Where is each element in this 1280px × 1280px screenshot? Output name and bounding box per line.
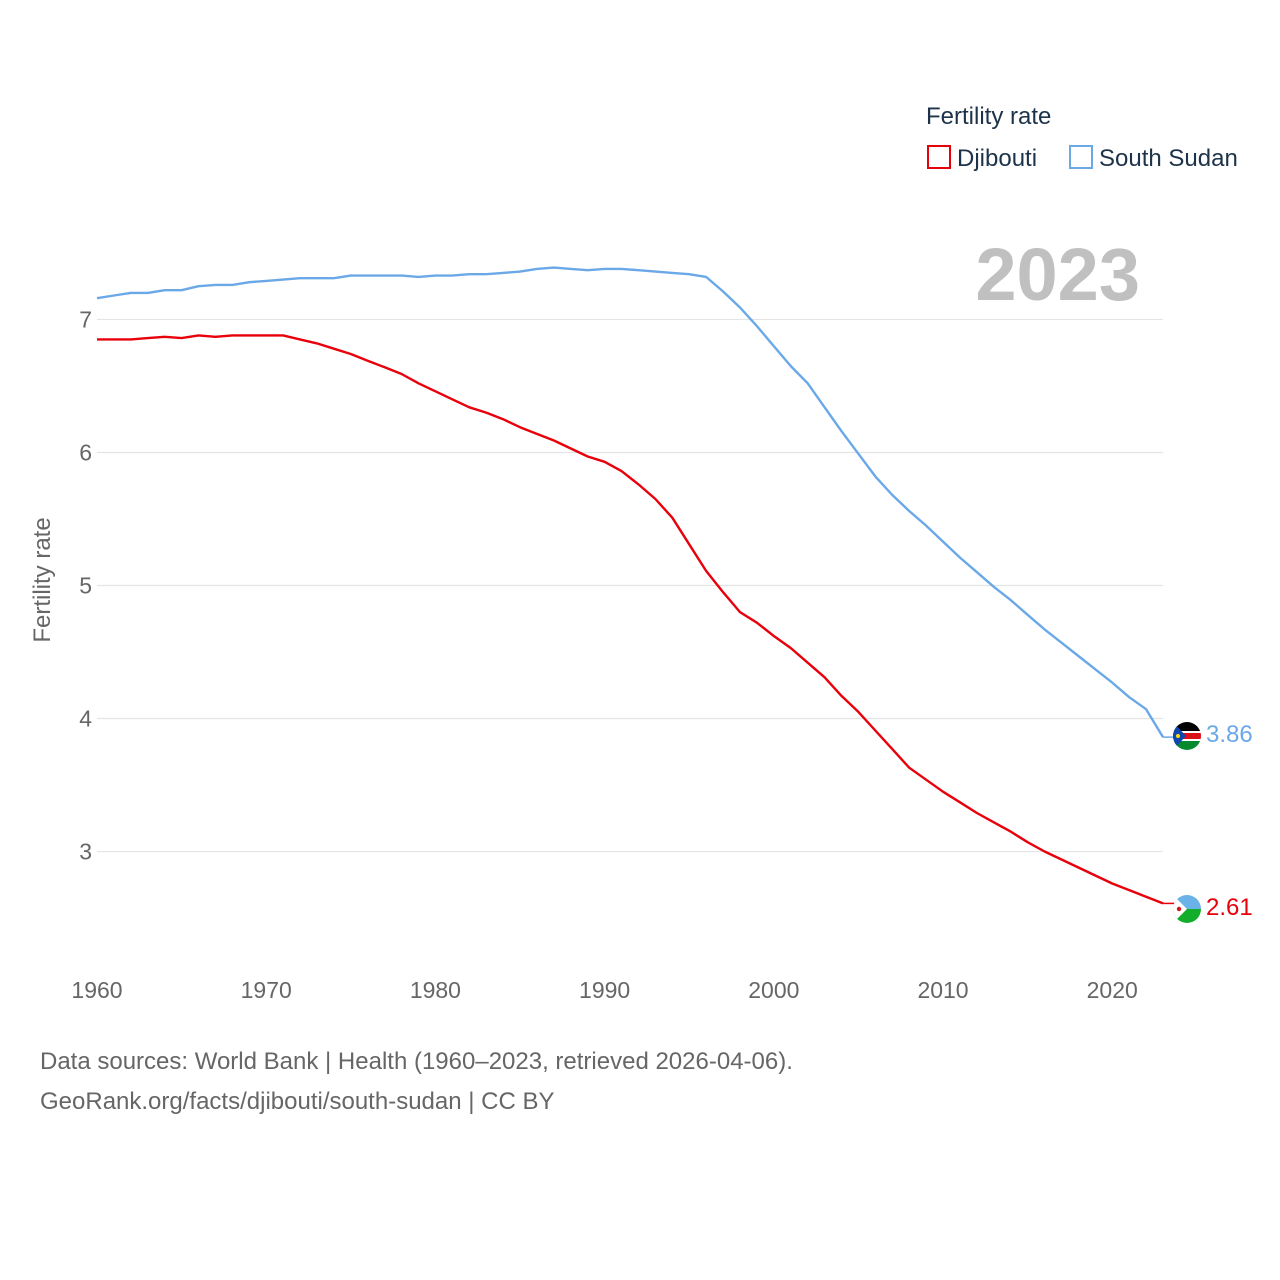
gridlines xyxy=(97,318,1163,853)
source-line-2: GeoRank.org/facts/djibouti/south-sudan |… xyxy=(40,1088,555,1115)
y-axis-title: Fertility rate xyxy=(29,517,56,642)
south-sudan-flag-icon xyxy=(1173,722,1201,750)
data-source-footer: Data sources: World Bank | Health (1960–… xyxy=(40,1042,793,1122)
y-tick-7: 7 xyxy=(79,306,92,332)
legend[interactable]: Fertility rate Djibouti South Sudan xyxy=(926,103,1238,172)
y-tick-labels: 3 4 5 6 7 xyxy=(79,306,92,864)
x-tick-1960: 1960 xyxy=(71,977,122,1003)
x-tick-labels: 1960 1970 1980 1990 2000 2010 2020 xyxy=(71,977,1137,1003)
end-label-djibouti: 2.61 xyxy=(1206,894,1253,921)
x-tick-2020: 2020 xyxy=(1087,977,1138,1003)
series-line-djibouti xyxy=(97,334,1164,905)
series-line-south-sudan xyxy=(96,266,1165,738)
y-tick-5: 5 xyxy=(79,573,92,599)
x-tick-2010: 2010 xyxy=(917,977,968,1003)
series-lines xyxy=(96,266,1175,905)
end-label-south-sudan: 3.86 xyxy=(1206,721,1253,748)
x-tick-1970: 1970 xyxy=(241,977,292,1003)
y-tick-4: 4 xyxy=(79,706,92,732)
x-tick-2000: 2000 xyxy=(748,977,799,1003)
y-tick-6: 6 xyxy=(79,439,92,465)
legend-swatch-djibouti[interactable] xyxy=(927,145,951,169)
year-stamp: 2023 xyxy=(975,233,1140,316)
legend-label-djibouti[interactable]: Djibouti xyxy=(957,145,1037,172)
legend-title: Fertility rate xyxy=(926,103,1051,130)
x-tick-1980: 1980 xyxy=(410,977,461,1003)
legend-label-south-sudan[interactable]: South Sudan xyxy=(1099,145,1238,172)
djibouti-flag-icon xyxy=(1173,895,1201,923)
legend-swatch-south-sudan[interactable] xyxy=(1069,145,1093,169)
y-tick-3: 3 xyxy=(79,839,92,865)
source-line-1: Data sources: World Bank | Health (1960–… xyxy=(40,1048,793,1075)
x-tick-1990: 1990 xyxy=(579,977,630,1003)
